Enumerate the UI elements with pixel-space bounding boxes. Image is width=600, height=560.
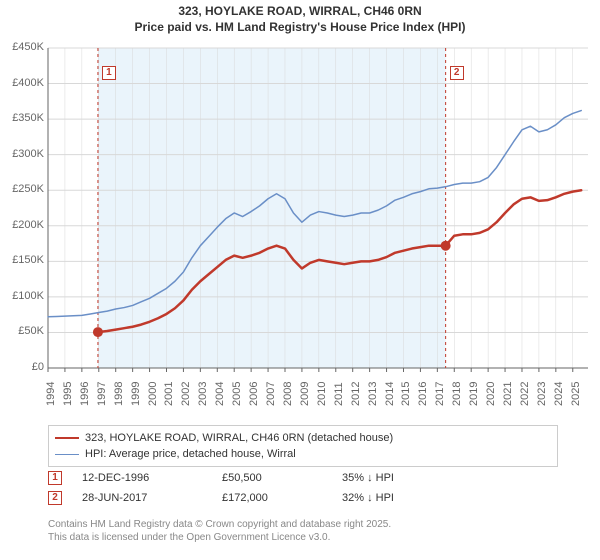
sale-marker: 1 xyxy=(48,471,62,485)
y-tick-label: £400K xyxy=(0,77,44,89)
x-tick-label: 2017 xyxy=(434,382,446,406)
chart-title: 323, HOYLAKE ROAD, WIRRAL, CH46 0RN Pric… xyxy=(0,0,600,35)
x-tick-label: 2018 xyxy=(451,382,463,406)
x-tick-label: 2023 xyxy=(536,382,548,406)
sale-row: 2 28-JUN-2017 £172,000 32% ↓ HPI xyxy=(48,488,558,508)
x-tick-label: 2020 xyxy=(485,382,497,406)
x-tick-label: 2006 xyxy=(248,382,260,406)
sale-price: £172,000 xyxy=(222,492,322,504)
legend-swatch xyxy=(55,437,79,439)
x-tick-label: 2009 xyxy=(299,382,311,406)
annotation-marker: 1 xyxy=(102,66,116,80)
x-tick-label: 1995 xyxy=(62,382,74,406)
x-tick-label: 2001 xyxy=(163,382,175,406)
legend-label: 323, HOYLAKE ROAD, WIRRAL, CH46 0RN (det… xyxy=(85,432,393,444)
x-tick-label: 2005 xyxy=(231,382,243,406)
x-tick-label: 2010 xyxy=(316,382,328,406)
title-line1: 323, HOYLAKE ROAD, WIRRAL, CH46 0RN xyxy=(0,4,600,20)
y-tick-label: £150K xyxy=(0,254,44,266)
legend-item: HPI: Average price, detached house, Wirr… xyxy=(55,446,551,462)
legend-item: 323, HOYLAKE ROAD, WIRRAL, CH46 0RN (det… xyxy=(55,430,551,446)
x-tick-label: 2021 xyxy=(502,382,514,406)
x-tick-label: 2007 xyxy=(265,382,277,406)
title-line2: Price paid vs. HM Land Registry's House … xyxy=(0,20,600,36)
x-tick-label: 2014 xyxy=(384,382,396,406)
y-tick-label: £250K xyxy=(0,183,44,195)
chart-svg xyxy=(0,38,600,418)
y-tick-label: £50K xyxy=(0,325,44,337)
x-tick-label: 1994 xyxy=(45,382,57,406)
x-tick-label: 2024 xyxy=(553,382,565,406)
sale-pct: 35% ↓ HPI xyxy=(342,472,442,484)
x-tick-label: 2002 xyxy=(180,382,192,406)
y-tick-label: £300K xyxy=(0,148,44,160)
footnote-line1: Contains HM Land Registry data © Crown c… xyxy=(48,518,568,531)
legend-label: HPI: Average price, detached house, Wirr… xyxy=(85,448,296,460)
y-tick-label: £0 xyxy=(0,361,44,373)
y-tick-label: £200K xyxy=(0,219,44,231)
x-tick-label: 2019 xyxy=(468,382,480,406)
sale-row: 1 12-DEC-1996 £50,500 35% ↓ HPI xyxy=(48,468,558,488)
legend-swatch xyxy=(55,454,79,455)
chart-plot: £0 £50K £100K £150K £200K £250K £300K £350K £400… xyxy=(0,38,600,418)
x-tick-label: 2022 xyxy=(519,382,531,406)
annotation-marker: 2 xyxy=(450,66,464,80)
x-tick-label: 2013 xyxy=(367,382,379,406)
x-tick-label: 2016 xyxy=(417,382,429,406)
sale-date: 28-JUN-2017 xyxy=(82,492,202,504)
x-tick-label: 2003 xyxy=(197,382,209,406)
footnote-line2: This data is licensed under the Open Gov… xyxy=(48,531,568,544)
sale-marker: 2 xyxy=(48,491,62,505)
x-tick-label: 1999 xyxy=(130,382,142,406)
x-tick-label: 1996 xyxy=(79,382,91,406)
x-tick-label: 1998 xyxy=(113,382,125,406)
sales-table: 1 12-DEC-1996 £50,500 35% ↓ HPI 2 28-JUN-2017… xyxy=(48,468,558,508)
sale-date: 12-DEC-1996 xyxy=(82,472,202,484)
x-tick-label: 2004 xyxy=(214,382,226,406)
x-tick-label: 2008 xyxy=(282,382,294,406)
sale-price: £50,500 xyxy=(222,472,322,484)
y-tick-label: £100K xyxy=(0,290,44,302)
legend: 323, HOYLAKE ROAD, WIRRAL, CH46 0RN (det… xyxy=(48,425,558,467)
y-tick-label: £450K xyxy=(0,41,44,53)
x-tick-label: 2025 xyxy=(570,382,582,406)
sale-pct: 32% ↓ HPI xyxy=(342,492,442,504)
y-tick-label: £350K xyxy=(0,112,44,124)
x-tick-label: 1997 xyxy=(96,382,108,406)
x-tick-label: 2000 xyxy=(147,382,159,406)
x-tick-label: 2012 xyxy=(350,382,362,406)
x-tick-label: 2015 xyxy=(400,382,412,406)
footnote: Contains HM Land Registry data © Crown c… xyxy=(48,518,568,544)
x-tick-label: 2011 xyxy=(333,382,345,406)
chart-container: 323, HOYLAKE ROAD, WIRRAL, CH46 0RN Pric… xyxy=(0,0,600,560)
